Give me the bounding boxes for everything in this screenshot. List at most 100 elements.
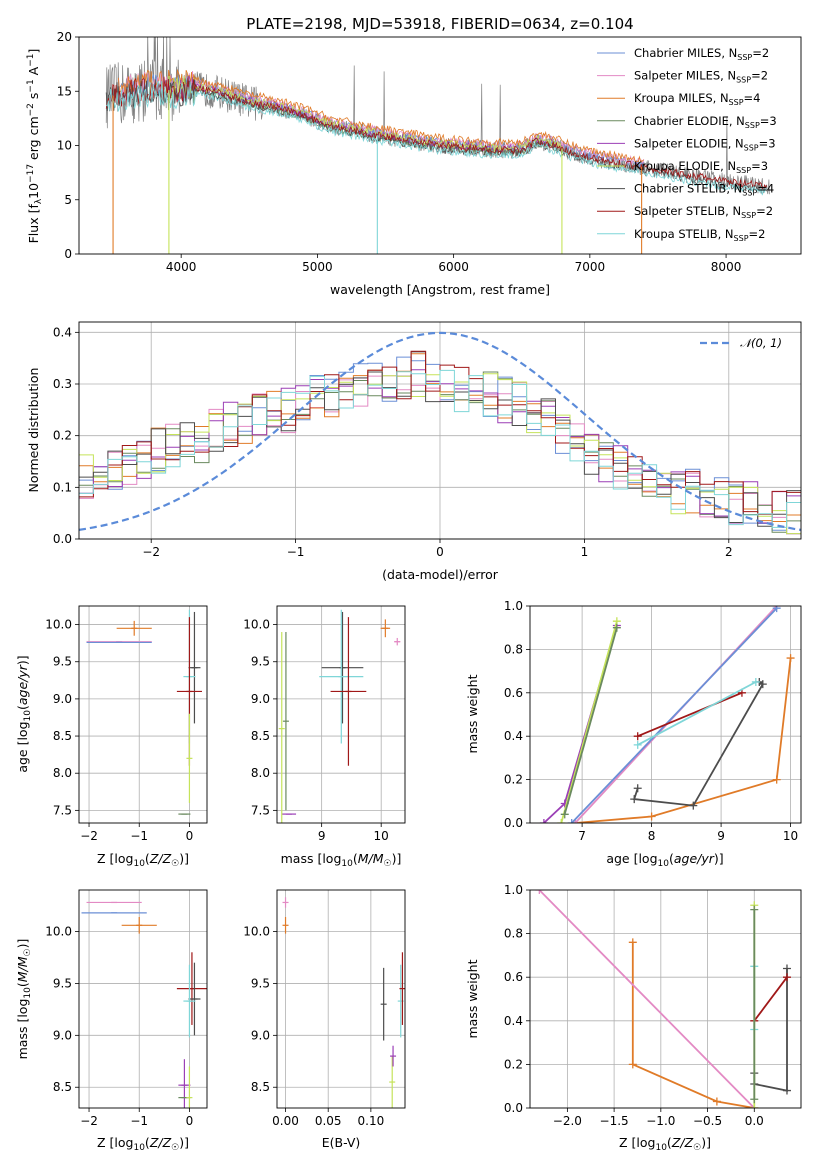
x-tick-label: −2.0 [553,1114,582,1128]
x-tick-label: 8 [648,829,656,843]
y-tick-label: 1.0 [504,883,523,897]
y-tick-label: 9.0 [53,692,72,706]
errorbar-point [116,620,152,636]
errorbar-point [389,1056,396,1108]
x-tick-label: −0.5 [693,1114,722,1128]
z-mass-xlabel: Z [log10(Z/Z☉)] [97,1135,189,1153]
legend-subscript: SSP [742,189,757,198]
legend-label: Salpeter MILES, NSSP=2 [634,69,768,85]
y-tick-label: 9.5 [53,655,72,669]
x-tick-label: −2 [80,1114,98,1128]
x-tick-label: 9 [717,829,725,843]
z-age-points [86,609,202,815]
y-tick-label: 0.4 [53,325,72,339]
legend-subscript: SSP [736,76,751,85]
y-tick-label: 10.0 [243,925,270,939]
age-weight-xlabel: age [log10(age/yr)] [606,851,723,869]
legend-subscript: SSP [736,166,751,175]
y-tick-label: 0.2 [53,429,72,443]
errorbar-point [282,632,289,811]
x-tick-label: −1.0 [646,1114,675,1128]
chabrier-miles-weight-line [571,607,778,823]
x-tick-label: 2 [725,545,733,559]
plus-marker [772,606,781,613]
legend-tail: =4 [744,91,761,105]
y-tick-label: 0.0 [53,532,72,546]
y-tick-label: 7.5 [53,803,72,817]
y-tick-label: 0.2 [504,773,523,787]
y-tick-label: 8.5 [251,1080,270,1094]
y-tick-label: 10.0 [243,618,270,632]
plus-marker [630,795,639,804]
legend-tail: =3 [759,136,776,150]
plus-marker [628,1060,637,1069]
errorbar-point [282,897,289,908]
plus-marker [689,801,698,810]
errorbar-point [188,611,201,724]
x-tick-label: −2 [80,829,98,843]
legend-subscript: SSP [734,234,749,243]
x-tick-label: 5000 [302,260,333,274]
ebv-mass-panel: 0.00 0.05 0.10 8.5 9.0 9.5 10.0 E(B-V) [243,889,406,1150]
x-tick-label: 6000 [438,260,469,274]
x-tick-label: −1 [130,1114,148,1128]
plus-marker [782,964,791,973]
y-tick-label: 0.0 [504,816,523,830]
mass-age-xlabel: mass [log10(M/M☉)] [281,851,402,869]
legend-tail: =3 [751,159,768,173]
y-tick-label: 0.2 [504,1057,523,1071]
errorbar-point [121,916,157,934]
y-tick-label: 9.5 [251,655,270,669]
legend-tail: =2 [751,69,768,83]
plus-marker [535,890,544,894]
errorbar-point [321,611,364,724]
normal-curve [79,331,801,531]
plus-marker [557,819,566,823]
y-tick-label: 0.6 [504,970,523,984]
chabrier-stelib-histogram [79,351,801,527]
legend-label: Chabrier ELODIE, NSSP=3 [634,114,777,130]
y-tick-label: 9.0 [251,1028,270,1042]
legend-tail: =2 [752,46,769,60]
y-tick-label: 0.3 [53,377,72,391]
errorbar-point [188,962,201,1036]
z-weight-xlabel: Z [log10(Z/Z☉)] [619,1135,711,1153]
ebv-mass-xlabel: E(B-V) [322,1135,361,1150]
errorbar-point [178,1059,191,1108]
kroupa-miles-model-line [118,68,644,163]
y-tick-label: 7.5 [251,803,270,817]
salpeter-stelib-weight-line [637,691,743,738]
y-tick-label: 0.8 [504,927,523,941]
x-tick-label: −1.5 [600,1114,629,1128]
legend-tail: =4 [757,182,774,196]
kroupa-stelib-weight-line [637,681,757,746]
x-tick-label: 10 [783,829,798,843]
z-mass-points [81,901,207,1108]
y-tick-label: 0.4 [504,1014,523,1028]
plus-marker [782,973,791,982]
plus-marker [539,819,548,823]
x-tick-label: 0 [436,545,444,559]
errorbar-point [390,1045,397,1067]
plus-marker [751,677,760,686]
y-tick-label: 8.5 [251,729,270,743]
x-tick-label: −1 [130,829,148,843]
legend-subscript: SSP [737,53,752,62]
z-weight-panel: −2.0 −1.5 −1.0 −0.5 0.0 0.0 0.2 0.4 0.6 0.8 1.0 Z … [465,883,802,1153]
ebv-mass-points [282,897,405,1108]
errorbar-point [394,637,401,646]
kroupa-miles-weight-line [575,657,792,823]
plus-marker [750,1104,759,1108]
x-tick-label: 4000 [166,260,197,274]
x-tick-label: 0.05 [315,1114,342,1128]
x-tick-label: 7000 [575,260,606,274]
plus-marker [612,623,621,632]
y-tick-label: 10.0 [45,925,72,939]
legend-subscript: SSP [741,211,756,220]
plus-marker [567,819,576,823]
legend-subscript: SSP [729,98,744,107]
y-tick-label: 5 [64,193,72,207]
plus-marker [628,938,637,947]
legend-label: Salpeter STELIB, NSSP=2 [634,204,773,220]
spectrum-xlabel: wavelength [Angstrom, rest frame] [330,282,550,297]
